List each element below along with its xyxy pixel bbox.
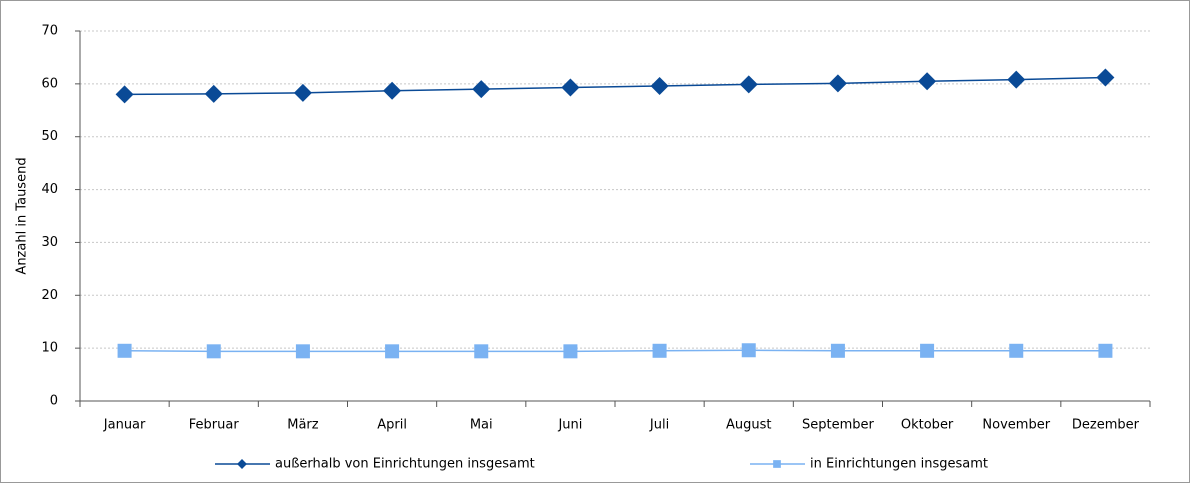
data-point <box>1096 68 1115 87</box>
data-point <box>204 84 223 103</box>
x-tick-label: November <box>982 418 1050 433</box>
data-point <box>739 75 758 94</box>
series-line <box>124 349 1106 353</box>
data-point <box>828 74 847 93</box>
y-axis-label: Anzahl in Tausend <box>15 157 30 274</box>
data-point <box>741 343 756 358</box>
legend-label: in Einrichtungen insgesamt <box>810 457 988 472</box>
data-point <box>1098 343 1113 358</box>
x-tick-label: Juni <box>557 418 582 433</box>
y-tick-label: 50 <box>41 129 58 144</box>
x-tick-label: Januar <box>103 418 146 433</box>
x-tick-label: Oktober <box>901 418 954 433</box>
data-point <box>1009 343 1024 358</box>
y-tick-label: 30 <box>41 235 58 250</box>
data-point <box>474 344 489 359</box>
data-point <box>1007 70 1026 89</box>
data-point <box>385 344 400 359</box>
series-line <box>124 76 1106 96</box>
data-point <box>561 78 580 97</box>
data-point <box>650 76 669 95</box>
x-tick-label: September <box>802 418 875 433</box>
data-point <box>206 344 221 359</box>
data-point <box>115 85 134 104</box>
x-tick-label: Mai <box>470 418 493 433</box>
data-point <box>293 83 312 102</box>
data-point <box>830 343 845 358</box>
x-tick-label: Juli <box>649 418 669 433</box>
data-point <box>117 343 132 358</box>
data-point <box>563 344 578 359</box>
x-tick-label: Februar <box>189 418 240 433</box>
data-point <box>383 81 402 100</box>
legend-marker <box>773 460 781 468</box>
y-tick-label: 10 <box>41 341 58 356</box>
data-point <box>472 80 491 99</box>
y-tick-label: 60 <box>41 76 58 91</box>
x-tick-label: August <box>726 418 772 433</box>
y-tick-label: 70 <box>41 24 58 39</box>
x-tick-label: April <box>377 418 407 433</box>
data-point <box>652 343 667 358</box>
data-point <box>920 343 935 358</box>
y-tick-label: 40 <box>41 182 58 197</box>
x-tick-label: März <box>287 418 319 433</box>
x-tick-label: Dezember <box>1072 418 1140 433</box>
y-tick-label: 0 <box>50 394 58 409</box>
data-point <box>918 72 937 91</box>
data-point <box>295 344 310 359</box>
y-tick-label: 20 <box>41 288 58 303</box>
legend-label: außerhalb von Einrichtungen insgesamt <box>275 457 535 472</box>
